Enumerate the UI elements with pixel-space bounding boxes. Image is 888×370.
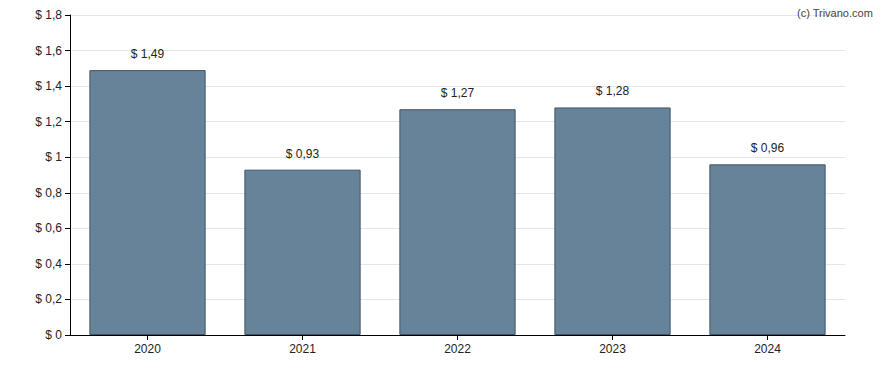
svg-text:$ 1,27: $ 1,27 [441,86,475,100]
svg-text:$ 1,4: $ 1,4 [35,79,62,93]
svg-text:$ 0,4: $ 0,4 [35,257,62,271]
svg-text:$ 1,8: $ 1,8 [35,8,62,22]
svg-text:$ 1,6: $ 1,6 [35,44,62,58]
svg-text:$ 0,8: $ 0,8 [35,186,62,200]
svg-text:$ 1: $ 1 [45,150,62,164]
svg-text:$ 0: $ 0 [45,328,62,342]
svg-text:$ 0,96: $ 0,96 [751,141,785,155]
svg-text:(c) Trivano.com: (c) Trivano.com [797,7,873,19]
svg-text:$ 1,2: $ 1,2 [35,115,62,129]
svg-text:$ 0,93: $ 0,93 [286,147,320,161]
svg-text:2021: 2021 [289,342,316,356]
svg-text:$ 0,2: $ 0,2 [35,292,62,306]
svg-text:$ 0,6: $ 0,6 [35,221,62,235]
svg-text:2022: 2022 [444,342,471,356]
svg-text:2020: 2020 [134,342,161,356]
svg-text:$ 1,28: $ 1,28 [596,84,630,98]
svg-text:2024: 2024 [754,342,781,356]
svg-text:$ 1,49: $ 1,49 [131,47,165,61]
svg-text:2023: 2023 [599,342,626,356]
